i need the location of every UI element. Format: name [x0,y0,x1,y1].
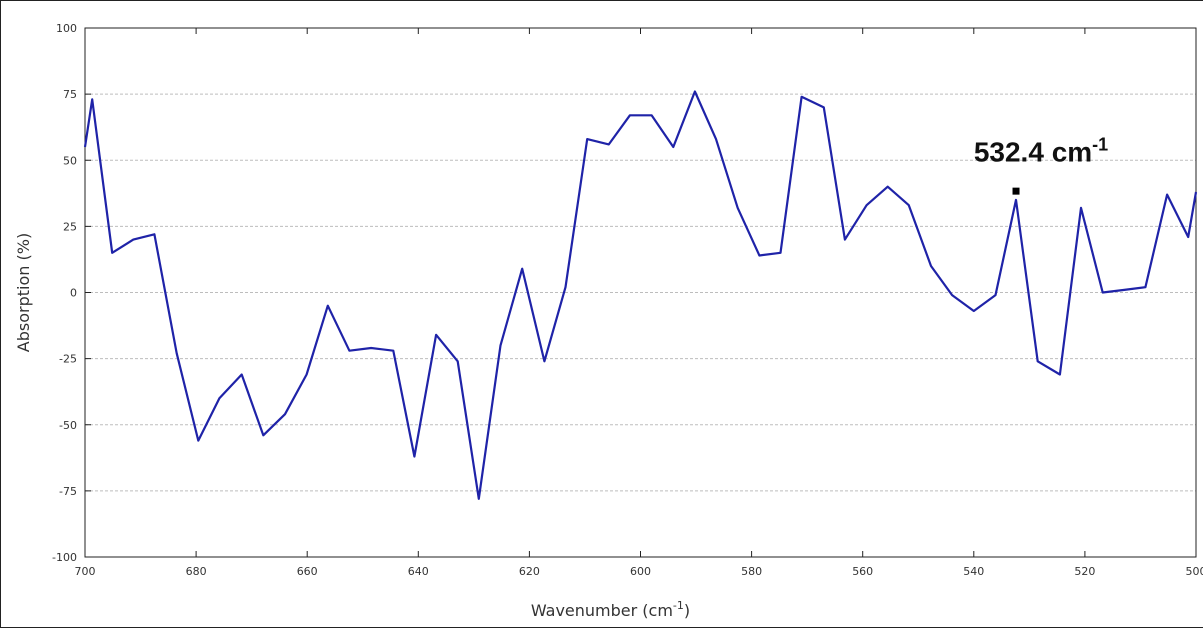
x-axis-label: Wavenumber (cm-1) [531,599,690,620]
x-tick-labels: 700 680 660 640 620 600 580 560 540 520 500 [75,565,1203,578]
x-axis-label-sup: -1 [673,599,684,612]
x-tick-label: 520 [1074,565,1095,578]
x-tick-label: 540 [963,565,984,578]
x-tick-label: 660 [297,565,318,578]
gridlines [85,93,1196,492]
y-tick-label: 75 [63,88,77,101]
y-tick-label: -25 [59,353,77,366]
x-tick-label: 600 [630,565,651,578]
series-line [83,90,1198,500]
y-tick-label: 100 [56,22,77,35]
peak-annotation-value: 532.4 cm [974,137,1092,168]
peak-annotation: 532.4 cm-1 [974,135,1108,168]
y-tick-label: 25 [63,220,77,233]
y-tick-label: -75 [59,485,77,498]
tick-marks [84,27,1197,558]
x-tick-label: 560 [852,565,873,578]
x-axis-label-close: ) [684,601,690,620]
y-tick-label: -50 [59,419,77,432]
peak-annotation-sup: -1 [1092,135,1108,155]
x-tick-label: 500 [1186,565,1203,578]
annotation-marker [1012,187,1020,195]
y-tick-label: 50 [63,154,77,167]
y-tick-label: -100 [52,551,77,564]
x-tick-label: 640 [408,565,429,578]
y-tick-labels: 100 75 50 25 0 -25 -50 -75 -100 [52,22,77,564]
y-axis-label: Absorption (%) [14,233,33,352]
x-tick-label: 700 [75,565,96,578]
x-tick-label: 680 [186,565,207,578]
x-tick-label: 580 [741,565,762,578]
x-tick-label: 620 [519,565,540,578]
y-tick-label: 0 [70,287,77,300]
x-axis-label-text: Wavenumber (cm [531,601,673,620]
